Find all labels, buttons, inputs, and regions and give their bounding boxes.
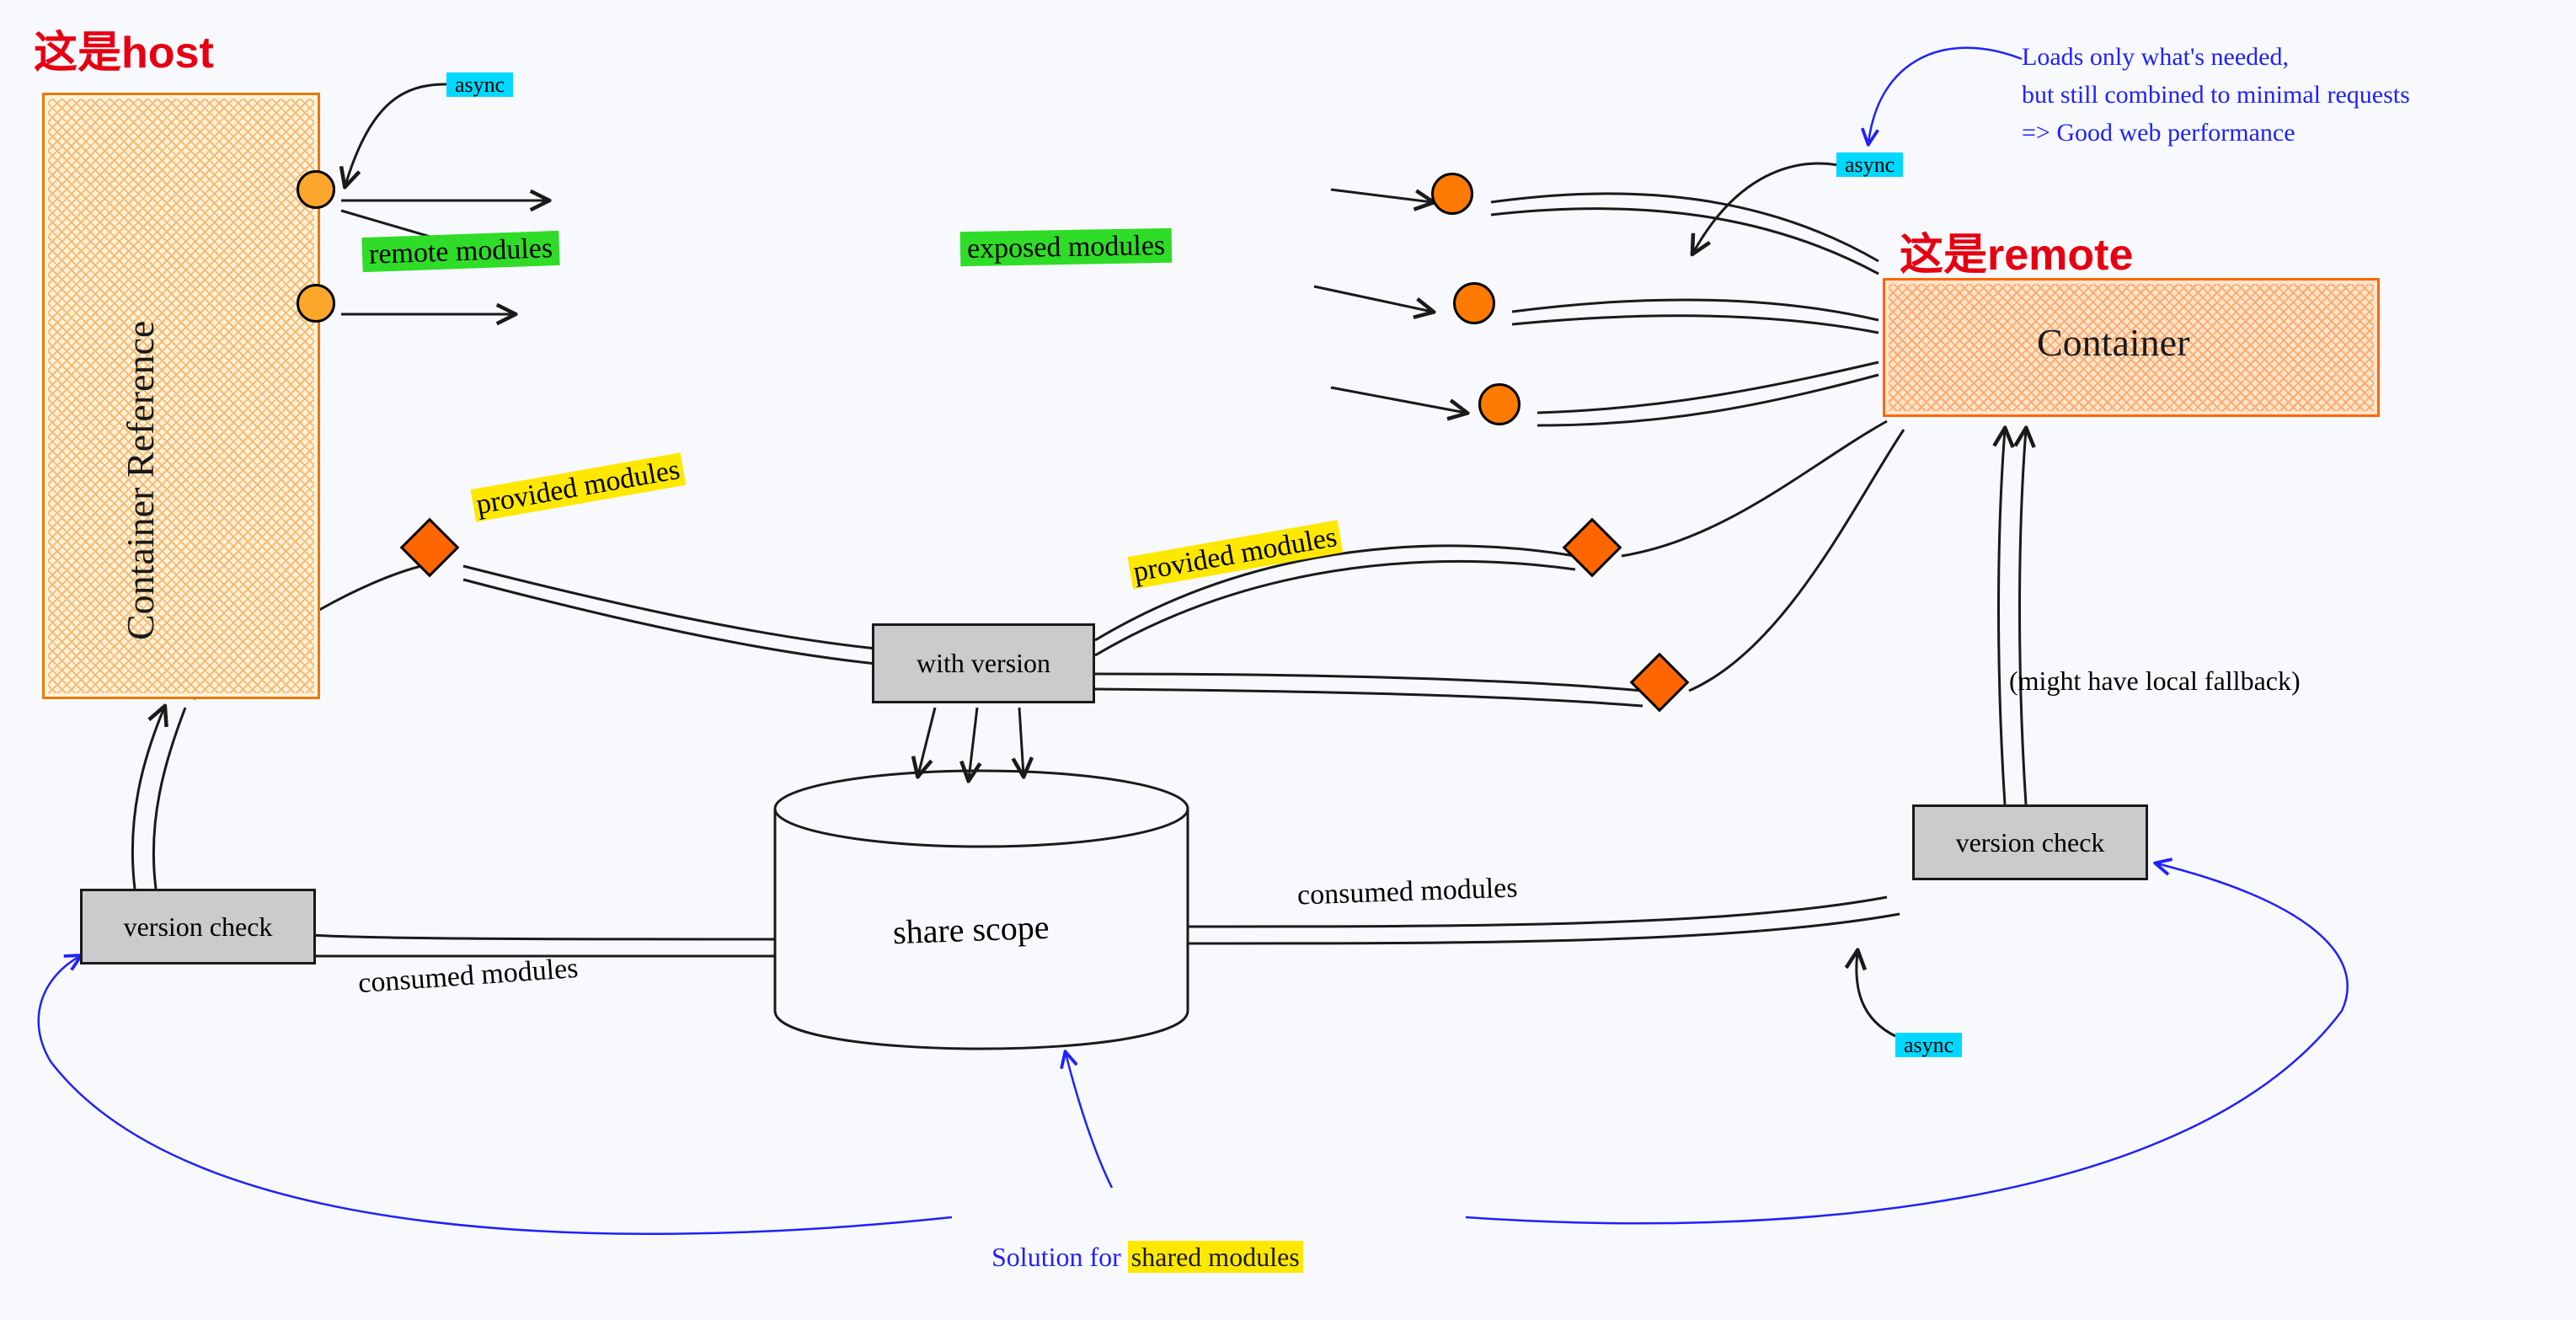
consumed-modules-left-label: consumed modules (357, 953, 580, 1000)
async-tag-3: async (1895, 1028, 1962, 1060)
version-check-right-box: version check (1912, 804, 2148, 880)
host-title: 这是host (34, 17, 214, 80)
share-scope-label: share scope (892, 907, 1050, 952)
provided-node-icon (1563, 518, 1622, 578)
module-node-icon (297, 170, 335, 209)
connector-layer (0, 0, 2576, 1320)
async-tag-2: async (1836, 147, 1903, 179)
module-node-icon (1453, 282, 1495, 324)
provided-modules-left-label: provided modules (471, 453, 686, 521)
container-reference-label: Container Reference (118, 168, 163, 640)
module-node-icon (1478, 383, 1520, 425)
diagram-canvas: 这是host 这是remote Container Reference Cont… (0, 0, 2576, 1320)
with-version-box: with version (872, 623, 1095, 703)
container-label: Container (2037, 320, 2189, 365)
async-tag-1: async (446, 67, 513, 99)
provided-modules-right-label: provided modules (1128, 521, 1343, 589)
module-node-icon (297, 284, 335, 323)
fallback-note: (might have local fallback) (2009, 665, 2301, 697)
exposed-modules-label: exposed modules (960, 230, 1173, 265)
provided-node-icon (400, 518, 460, 578)
remote-modules-label: remote modules (361, 232, 559, 271)
consumed-modules-right-label: consumed modules (1296, 872, 1518, 911)
provided-node-icon (1630, 653, 1690, 713)
perf-note: Loads only what's needed, but still comb… (2022, 38, 2410, 152)
container-reference-box (42, 93, 320, 699)
version-check-left-box: version check (80, 889, 316, 965)
solution-note: Solution for shared modules (965, 1196, 1303, 1317)
module-node-icon (1431, 173, 1473, 215)
remote-title: 这是remote (1900, 219, 2133, 282)
